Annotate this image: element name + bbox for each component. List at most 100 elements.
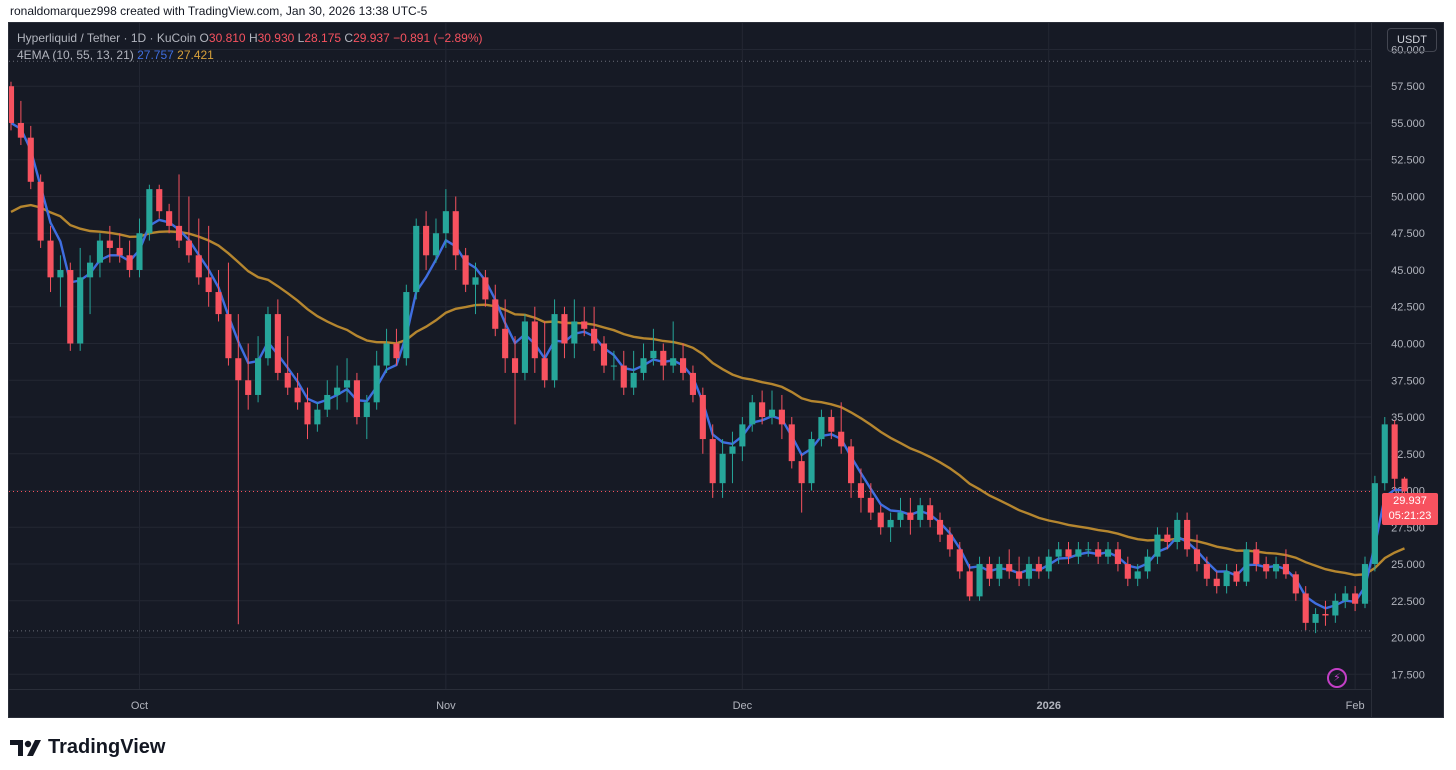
change-value: −0.891 (−2.89%): [393, 31, 483, 45]
candle-body: [581, 321, 588, 329]
candle-body: [264, 314, 272, 359]
brand-logo[interactable]: TradingView: [10, 736, 165, 759]
candle-body: [482, 277, 489, 300]
x-tick-label: Dec: [733, 700, 753, 712]
candle-body: [650, 350, 657, 359]
candle-body: [146, 189, 153, 234]
candle-body: [492, 299, 499, 329]
candle-body: [917, 505, 924, 520]
currency-button[interactable]: USDT: [1387, 28, 1437, 52]
high-value: 30.930: [257, 31, 295, 45]
candle-body: [1352, 593, 1359, 604]
candle-body: [660, 350, 667, 366]
candle-body: [17, 122, 24, 138]
candle-body: [423, 225, 430, 256]
candle-body: [759, 402, 766, 418]
candle-body: [9, 86, 15, 123]
candle-body: [1263, 564, 1270, 572]
y-tick-label: 32.500: [1391, 449, 1425, 461]
candle-body: [600, 343, 608, 366]
candle-body: [1203, 564, 1210, 579]
symbol-name[interactable]: Hyperliquid / Tether · 1D · KuCoin: [17, 31, 197, 45]
candle-body: [956, 549, 963, 572]
candle-body: [1016, 571, 1023, 579]
candle-body: [462, 255, 469, 285]
candle-body: [343, 380, 351, 388]
indicator-name[interactable]: 4EMA (10, 55, 13, 21): [17, 48, 134, 62]
y-tick-label: 17.500: [1391, 669, 1425, 681]
candle-body: [284, 372, 291, 388]
candle-body: [1361, 564, 1369, 604]
y-tick-label: 50.000: [1391, 191, 1425, 203]
y-tick-label: 40.000: [1391, 339, 1425, 351]
candle-body: [324, 394, 331, 410]
candle-body: [472, 277, 479, 285]
candle-body: [1045, 556, 1052, 572]
candle-body: [1184, 519, 1191, 550]
candle-body: [413, 225, 420, 293]
candle-body: [689, 372, 697, 395]
candle-body: [729, 446, 736, 454]
candle-body: [353, 380, 360, 418]
candle-body: [1302, 593, 1309, 623]
lightning-bolt-icon[interactable]: ⚡: [1327, 668, 1347, 688]
candle-body: [294, 387, 301, 403]
y-tick-label: 47.500: [1391, 228, 1425, 240]
candle-body: [1144, 556, 1151, 572]
candle-body: [679, 358, 687, 373]
chart-panel[interactable]: 17.500 20.000 22.500 25.000 27.500 30.000 32.5…: [8, 22, 1444, 718]
candle-body: [274, 314, 281, 373]
candle-body: [1114, 549, 1121, 565]
candle-body: [541, 358, 548, 381]
candle-body: [255, 358, 262, 395]
candle-body: [857, 483, 865, 498]
candle-body: [175, 225, 183, 241]
candle-body: [936, 519, 944, 535]
y-tick-label: 35.000: [1391, 412, 1425, 424]
candle-body: [778, 409, 785, 425]
candle-body: [897, 512, 904, 520]
candle-body: [116, 247, 123, 256]
y-tick-label: 42.500: [1391, 302, 1425, 314]
candle-body: [1075, 549, 1082, 557]
candle-body: [1154, 534, 1161, 557]
candle-body: [1233, 571, 1240, 582]
candle-body: [403, 292, 410, 359]
candle-body: [57, 269, 64, 278]
open-value: 30.810: [208, 31, 246, 45]
candle-body: [1312, 614, 1319, 623]
candle-body: [245, 380, 252, 395]
candle-body: [739, 424, 746, 447]
candle-body: [442, 211, 449, 234]
y-tick-label: 60.000: [1391, 44, 1425, 56]
candle-body: [709, 439, 716, 484]
candle-body: [502, 328, 509, 359]
candle-body: [699, 394, 706, 440]
candle-body: [610, 365, 617, 367]
x-tick-label: Feb: [1346, 700, 1365, 712]
candle-body: [96, 240, 104, 263]
candle-body: [531, 321, 538, 359]
candle-body: [551, 314, 558, 381]
close-key: C: [344, 31, 354, 45]
candle-body: [1332, 600, 1339, 616]
candle-body: [215, 292, 222, 315]
candle-body: [808, 439, 815, 484]
candle-body: [47, 240, 54, 278]
y-tick-label: 37.500: [1391, 375, 1425, 387]
candle-body: [77, 277, 84, 344]
brand-name: TradingView: [48, 736, 166, 758]
candle-body: [670, 358, 677, 366]
candle-body: [452, 211, 459, 256]
bar-countdown: 05:21:23: [1388, 510, 1432, 522]
x-tick-label: 2026: [1036, 700, 1060, 712]
candle-body: [1401, 478, 1408, 492]
candle-body: [195, 255, 202, 278]
candle-body: [383, 343, 390, 366]
symbol-legend: Hyperliquid / Tether · 1D · KuCoin O30.8…: [17, 31, 483, 45]
price-chart[interactable]: 17.50020.00022.50025.00027.50030.00032.5…: [9, 23, 1443, 717]
candle-body: [205, 277, 212, 293]
indicator-legend: 4EMA (10, 55, 13, 21) 27.757 27.421: [17, 48, 214, 62]
candle-body: [511, 358, 519, 373]
ema-slow-line: [10, 203, 1405, 577]
